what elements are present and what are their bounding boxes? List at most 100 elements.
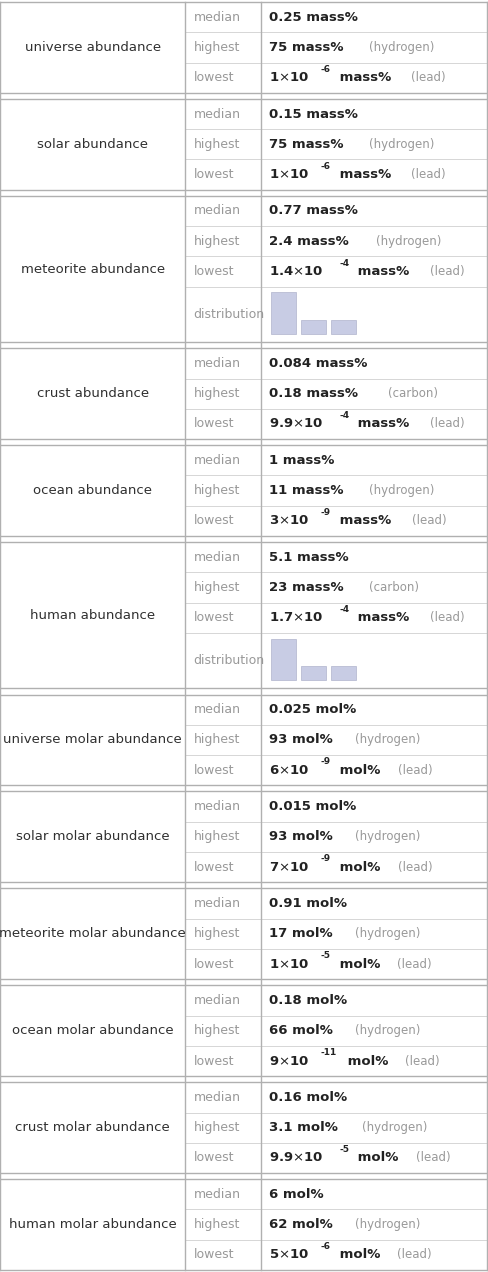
Text: lowest: lowest <box>193 1248 234 1262</box>
Text: 75 mass%: 75 mass% <box>269 137 344 151</box>
Bar <box>301 321 325 333</box>
Text: -4: -4 <box>339 258 349 267</box>
Text: mass%: mass% <box>353 417 409 430</box>
Text: 2.4 mass%: 2.4 mass% <box>269 235 349 248</box>
Text: lowest: lowest <box>193 763 234 777</box>
Text: median: median <box>193 1091 241 1104</box>
Text: median: median <box>193 703 241 716</box>
Bar <box>301 667 325 681</box>
Text: mol%: mol% <box>335 958 380 971</box>
Text: highest: highest <box>193 581 240 594</box>
Text: solar molar abundance: solar molar abundance <box>16 831 169 843</box>
Text: median: median <box>193 1188 241 1201</box>
Text: mol%: mol% <box>343 1054 388 1067</box>
Text: (lead): (lead) <box>411 168 446 181</box>
Text: (lead): (lead) <box>430 265 465 279</box>
Text: 1.4$\times$10: 1.4$\times$10 <box>269 265 324 279</box>
Text: lowest: lowest <box>193 612 234 625</box>
Text: 9.9$\times$10: 9.9$\times$10 <box>269 1151 324 1164</box>
Text: 1$\times$10: 1$\times$10 <box>269 958 309 971</box>
Text: 0.16 mol%: 0.16 mol% <box>269 1091 347 1104</box>
Text: median: median <box>193 897 241 909</box>
Text: universe molar abundance: universe molar abundance <box>3 734 182 747</box>
Text: distribution: distribution <box>193 308 264 321</box>
Text: 0.025 mol%: 0.025 mol% <box>269 703 356 716</box>
Text: median: median <box>193 205 241 218</box>
Text: crust molar abundance: crust molar abundance <box>15 1121 170 1135</box>
Text: (lead): (lead) <box>397 958 432 971</box>
Text: 93 mol%: 93 mol% <box>269 734 333 747</box>
Bar <box>331 667 356 681</box>
Text: 1$\times$10: 1$\times$10 <box>269 71 309 84</box>
Text: highest: highest <box>193 41 240 53</box>
Text: median: median <box>193 357 241 370</box>
Text: (hydrogen): (hydrogen) <box>376 235 441 248</box>
Text: -6: -6 <box>321 1241 331 1250</box>
Text: 0.084 mass%: 0.084 mass% <box>269 357 367 370</box>
Text: 5$\times$10: 5$\times$10 <box>269 1248 309 1262</box>
Text: 11 mass%: 11 mass% <box>269 485 344 497</box>
Text: -6: -6 <box>321 162 331 170</box>
Text: lowest: lowest <box>193 71 234 84</box>
Text: 6$\times$10: 6$\times$10 <box>269 763 309 777</box>
Text: highest: highest <box>193 485 240 497</box>
Text: (lead): (lead) <box>406 1054 440 1067</box>
Text: (hydrogen): (hydrogen) <box>362 1121 427 1135</box>
Text: highest: highest <box>193 831 240 843</box>
Text: mol%: mol% <box>335 1248 380 1262</box>
Text: -5: -5 <box>339 1145 349 1154</box>
Text: -11: -11 <box>321 1048 337 1057</box>
Text: 75 mass%: 75 mass% <box>269 41 344 53</box>
Text: 66 mol%: 66 mol% <box>269 1024 333 1037</box>
Text: 5.1 mass%: 5.1 mass% <box>269 551 349 563</box>
Text: mass%: mass% <box>335 71 391 84</box>
Text: -4: -4 <box>339 411 349 420</box>
Text: lowest: lowest <box>193 168 234 181</box>
Text: highest: highest <box>193 1219 240 1231</box>
Text: median: median <box>193 993 241 1007</box>
Text: 9.9$\times$10: 9.9$\times$10 <box>269 417 324 430</box>
Text: median: median <box>193 10 241 24</box>
Text: -9: -9 <box>321 855 331 864</box>
Text: (hydrogen): (hydrogen) <box>355 734 421 747</box>
Text: highest: highest <box>193 1121 240 1135</box>
Text: lowest: lowest <box>193 1054 234 1067</box>
Text: (hydrogen): (hydrogen) <box>355 1219 421 1231</box>
Text: (lead): (lead) <box>416 1151 450 1164</box>
Text: highest: highest <box>193 235 240 248</box>
Text: (lead): (lead) <box>397 1248 432 1262</box>
Text: (hydrogen): (hydrogen) <box>355 831 421 843</box>
Text: highest: highest <box>193 1024 240 1037</box>
Text: 1.7$\times$10: 1.7$\times$10 <box>269 612 324 625</box>
Text: median: median <box>193 454 241 467</box>
Text: 0.25 mass%: 0.25 mass% <box>269 10 358 24</box>
Text: mol%: mol% <box>335 861 380 874</box>
Text: median: median <box>193 800 241 813</box>
Bar <box>331 321 356 333</box>
Bar <box>271 639 296 681</box>
Text: highest: highest <box>193 387 240 401</box>
Text: mass%: mass% <box>353 612 409 625</box>
Text: meteorite abundance: meteorite abundance <box>20 262 165 276</box>
Text: 0.015 mol%: 0.015 mol% <box>269 800 356 813</box>
Text: crust abundance: crust abundance <box>37 387 149 401</box>
Text: highest: highest <box>193 734 240 747</box>
Text: lowest: lowest <box>193 514 234 528</box>
Text: -9: -9 <box>321 757 331 766</box>
Text: ocean molar abundance: ocean molar abundance <box>12 1024 174 1037</box>
Text: (lead): (lead) <box>430 417 465 430</box>
Text: (lead): (lead) <box>430 612 465 625</box>
Text: 23 mass%: 23 mass% <box>269 581 344 594</box>
Text: 0.15 mass%: 0.15 mass% <box>269 108 358 121</box>
Bar <box>271 293 296 333</box>
Text: 9$\times$10: 9$\times$10 <box>269 1054 309 1067</box>
Text: lowest: lowest <box>193 861 234 874</box>
Text: 93 mol%: 93 mol% <box>269 831 333 843</box>
Text: lowest: lowest <box>193 958 234 971</box>
Text: (hydrogen): (hydrogen) <box>369 41 435 53</box>
Text: human abundance: human abundance <box>30 609 155 622</box>
Text: universe abundance: universe abundance <box>25 41 161 53</box>
Text: lowest: lowest <box>193 417 234 430</box>
Text: -9: -9 <box>321 508 331 516</box>
Text: mol%: mol% <box>335 763 380 777</box>
